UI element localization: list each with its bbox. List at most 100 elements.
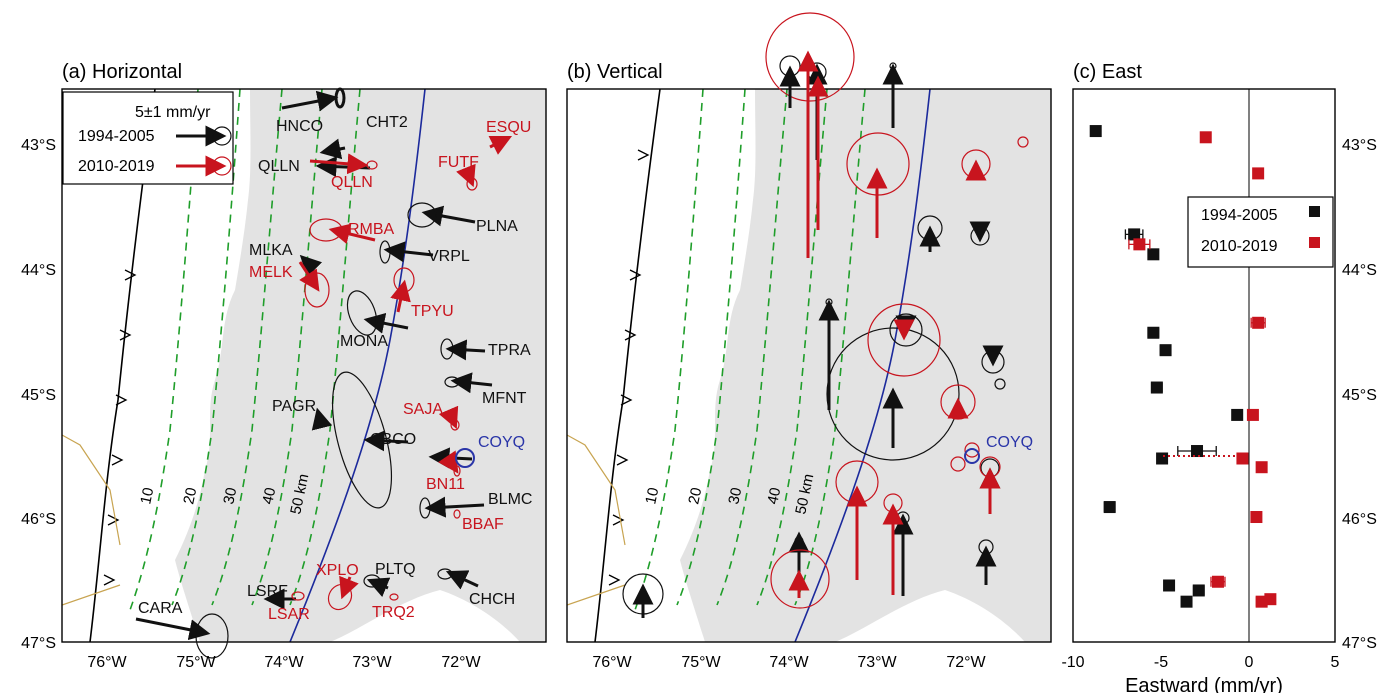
panel-c-frame [1072, 88, 1336, 643]
x-tick-neg10: -10 [1061, 654, 1084, 671]
lon-tick-72-a: 72°W [441, 654, 481, 671]
x-tick-neg5: -5 [1154, 654, 1168, 671]
station-saja: SAJA [403, 401, 443, 418]
station-cht2: CHT2 [366, 114, 408, 131]
station-rmba: RMBA [348, 221, 395, 238]
station-lsrf: LSRF [247, 583, 288, 600]
data-point-series-2 [1250, 511, 1263, 524]
data-point-series-1 [1191, 445, 1204, 458]
panel-c-lat-ticks: 43°S 44°S 45°S 46°S 47°S [1342, 137, 1377, 652]
station-plna: PLNA [476, 218, 518, 235]
station-melk: MELK [249, 264, 293, 281]
station-coyq: COYQ [478, 434, 525, 451]
x-axis-label: Eastward (mm/yr) [1125, 675, 1283, 693]
c-legend-period-2: 2010-2019 [1201, 238, 1278, 255]
station-pagr: PAGR [272, 398, 316, 415]
data-point-series-2 [1264, 593, 1277, 606]
contour-40-a: 40 [259, 486, 279, 506]
c-lat-tick-44: 44°S [1342, 262, 1377, 279]
data-point-series-1 [1180, 595, 1193, 608]
legend-period-1: 1994-2005 [78, 128, 155, 145]
lon-tick-74-b: 74°W [769, 654, 809, 671]
contour-20-b: 20 [685, 486, 705, 506]
station-hnco: HNCO [276, 118, 323, 135]
panel-c-legend: 1994-2005 2010-2019 [1187, 196, 1334, 268]
lon-tick-76-b: 76°W [592, 654, 632, 671]
station-blmc: BLMC [488, 491, 532, 508]
contour-30-a: 30 [220, 486, 240, 506]
x-tick-5: 5 [1331, 654, 1340, 671]
coyq-marker-b [964, 448, 980, 464]
station-mfnt: MFNT [482, 390, 527, 407]
station-pltq: PLTQ [375, 561, 416, 578]
data-point-series-1 [1163, 579, 1176, 592]
station-qlln: QLLN [258, 158, 300, 175]
panel-a-lon-ticks: 76°W 75°W 74°W 73°W 72°W [87, 654, 481, 671]
lat-tick-47: 47°S [21, 635, 56, 652]
data-point-series-2 [1236, 452, 1249, 465]
panel-b-title: (b) Vertical [567, 61, 663, 83]
contour-20-a: 20 [180, 486, 200, 506]
lon-tick-76-a: 76°W [87, 654, 127, 671]
station-qlln-red: QLLN [331, 174, 373, 191]
station-cbco: CBCO [370, 431, 416, 448]
lon-tick-74-a: 74°W [264, 654, 304, 671]
panel-a-frame [61, 88, 547, 643]
panel-a-title: (a) Horizontal [62, 61, 182, 83]
station-xplo: XPLO [316, 562, 359, 579]
c-lat-tick-47: 47°S [1342, 635, 1377, 652]
panel-b-lon-ticks: 76°W 75°W 74°W 73°W 72°W [592, 654, 986, 671]
station-tpra: TPRA [488, 342, 531, 359]
station-bbaf: BBAF [462, 516, 504, 533]
station-esqu: ESQU [486, 119, 531, 136]
lat-tick-45: 45°S [21, 387, 56, 404]
data-point-series-1 [1159, 344, 1172, 357]
lon-tick-73-b: 73°W [857, 654, 897, 671]
station-mlka: MLKA [249, 242, 293, 259]
c-lat-tick-43: 43°S [1342, 137, 1377, 154]
lat-tick-44: 44°S [21, 262, 56, 279]
data-point-series-1 [1089, 125, 1102, 138]
contour-30-b: 30 [725, 486, 745, 506]
data-point-series-1 [1128, 228, 1141, 241]
data-point-series-2 [1199, 131, 1212, 144]
panel-a-lat-ticks: 43°S 44°S 45°S 46°S 47°S [21, 137, 56, 652]
panel-c-x-ticks: -10 -5 0 5 [1061, 654, 1339, 671]
contour-40-b: 40 [764, 486, 784, 506]
contour-10-b: 10 [642, 486, 662, 506]
data-point-series-2 [1211, 575, 1224, 588]
coyq-marker-a [455, 448, 475, 468]
data-point-series-2 [1246, 408, 1259, 421]
data-point-series-2 [1252, 316, 1265, 329]
lon-tick-73-a: 73°W [352, 654, 392, 671]
panel-c-points [1089, 125, 1277, 608]
data-point-series-2 [1133, 238, 1146, 251]
c-lat-tick-45: 45°S [1342, 387, 1377, 404]
station-mona: MONA [340, 333, 388, 350]
data-point-series-1 [1156, 452, 1169, 465]
data-point-series-1 [1147, 326, 1160, 339]
panel-b: (b) Vertical [566, 12, 1052, 671]
lon-tick-75-b: 75°W [681, 654, 721, 671]
data-point-series-2 [1252, 167, 1265, 180]
station-futf: FUTF [438, 154, 479, 171]
legend-scale-label: 5±1 mm/yr [135, 104, 211, 121]
station-coyq-b: COYQ [986, 434, 1033, 451]
lat-tick-43: 43°S [21, 137, 56, 154]
legend-period-2: 2010-2019 [78, 158, 155, 175]
panel-c-title: (c) East [1073, 61, 1142, 83]
panel-a-red-vectors [291, 135, 513, 611]
x-tick-0: 0 [1245, 654, 1254, 671]
station-tpyu: TPYU [411, 303, 454, 320]
data-point-series-1 [1231, 408, 1244, 421]
data-point-series-1 [1103, 501, 1116, 514]
data-point-series-1 [1192, 584, 1205, 597]
station-chch: CHCH [469, 591, 515, 608]
panel-a-legend: 5±1 mm/yr 1994-2005 2010-2019 [62, 91, 234, 185]
station-bn11: BN11 [426, 476, 465, 493]
panel-a: (a) Horizontal 5±1 mm/yr 1994-2005 2010-… [21, 61, 547, 671]
panel-a-contour-labels: 10 20 30 40 50 km [137, 472, 312, 516]
panel-b-red-vectors [770, 50, 1029, 609]
station-lsar: LSAR [268, 606, 310, 623]
data-point-series-1 [1147, 248, 1160, 261]
